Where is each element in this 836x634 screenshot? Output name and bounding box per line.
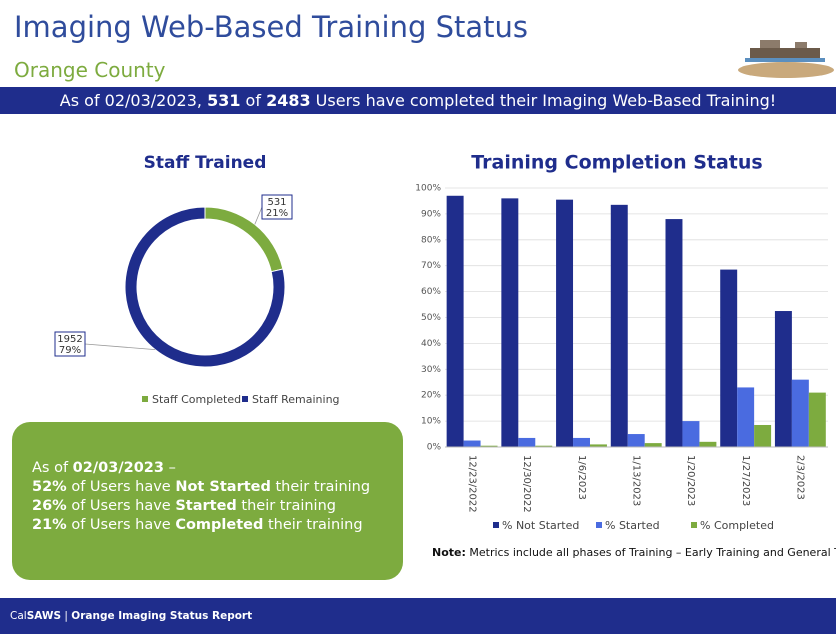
bar: [792, 380, 809, 447]
callout-line: 52% of Users have Not Started their trai…: [32, 479, 370, 495]
text-run: Not Started: [175, 479, 271, 495]
bar: [682, 421, 699, 447]
text-run: Cal: [10, 610, 27, 622]
bar: [611, 205, 628, 447]
percent-label: 79%: [59, 345, 81, 356]
text-run: their training: [263, 517, 362, 533]
legend-swatch: [596, 522, 602, 528]
x-tick-label: 1/20/2023: [685, 455, 696, 506]
text-run: Orange Imaging Status Report: [71, 610, 252, 622]
leader-line: [255, 207, 262, 224]
text-run: |: [61, 610, 71, 622]
y-tick-label: 10%: [421, 417, 441, 427]
callout-line: As of 02/03/2023 –: [32, 460, 176, 476]
y-tick-label: 0%: [427, 443, 442, 453]
bar: [464, 441, 481, 447]
bar: [645, 443, 662, 447]
data-label: 531: [267, 197, 286, 208]
text-run: of Users have: [67, 498, 176, 514]
pier-icon: [738, 40, 834, 78]
text-run: 21%: [32, 517, 67, 533]
callout-line: 26% of Users have Started their training: [32, 498, 336, 514]
x-tick-label: 1/27/2023: [740, 455, 751, 506]
x-tick-label: 12/30/2022: [521, 455, 532, 513]
text-run: their training: [237, 498, 336, 514]
bar: [737, 387, 754, 447]
y-tick-label: 70%: [421, 261, 441, 271]
y-tick-label: 30%: [421, 365, 441, 375]
text-run: 26%: [32, 498, 67, 514]
legend-label: % Not Started: [502, 519, 579, 532]
y-tick-label: 90%: [421, 209, 441, 219]
callout: As of 02/03/2023 – 52% of Users have Not …: [12, 422, 403, 580]
bar: [447, 196, 464, 447]
bar: [775, 311, 792, 447]
text-run: 02/03/2023: [73, 460, 164, 476]
bar: [556, 200, 573, 447]
text-run: –: [164, 460, 176, 476]
legend-swatch: [691, 522, 697, 528]
legend-swatch: [493, 522, 499, 528]
text-run: Started: [175, 498, 236, 514]
bar: [665, 219, 682, 447]
chart-title: Training Completion Status: [471, 152, 762, 174]
y-tick-label: 40%: [421, 339, 441, 349]
callout-line: 21% of Users have Completed their traini…: [32, 517, 363, 533]
legend-label: % Started: [605, 519, 660, 532]
bar: [628, 434, 645, 447]
legend-label: Staff Completed: [152, 393, 241, 406]
chart-title: Staff Trained: [144, 153, 267, 173]
percent-label: 21%: [266, 208, 288, 219]
bar: [501, 198, 518, 447]
note: Note: Metrics include all phases of Trai…: [432, 546, 827, 560]
y-tick-label: 50%: [421, 313, 441, 323]
y-tick-label: 100%: [415, 184, 441, 194]
text-run: of Users have: [67, 479, 176, 495]
text-run: Metrics include all phases of Training –…: [466, 546, 836, 559]
text-run: Note:: [432, 546, 466, 559]
legend-label: Staff Remaining: [252, 393, 340, 406]
text-run: SAWS: [27, 610, 61, 622]
x-tick-label: 1/13/2023: [631, 455, 642, 506]
y-tick-label: 60%: [421, 287, 441, 297]
text-run: 52%: [32, 479, 67, 495]
bar: [720, 270, 737, 447]
slide: Imaging Web-Based Training Status Orange…: [0, 0, 836, 634]
legend-swatch: [142, 396, 148, 402]
y-tick-label: 80%: [421, 235, 441, 245]
footer: CalSAWS | Orange Imaging Status Report: [0, 598, 836, 634]
x-tick-label: 2/3/2023: [795, 455, 806, 500]
x-tick-label: 12/23/2022: [466, 455, 477, 513]
legend-label: % Completed: [700, 519, 774, 532]
data-label: 1952: [57, 334, 82, 345]
legend-swatch: [242, 396, 248, 402]
x-tick-label: 1/6/2023: [576, 455, 587, 500]
bar: [573, 438, 590, 447]
leader-line: [85, 344, 155, 350]
text-run: Completed: [175, 517, 263, 533]
text-run: of Users have: [67, 517, 176, 533]
text-run: their training: [271, 479, 370, 495]
y-tick-label: 20%: [421, 391, 441, 401]
text-run: As of: [32, 460, 73, 476]
bar: [699, 442, 716, 447]
bar: [518, 438, 535, 447]
bar: [754, 425, 771, 447]
bar: [809, 393, 826, 447]
